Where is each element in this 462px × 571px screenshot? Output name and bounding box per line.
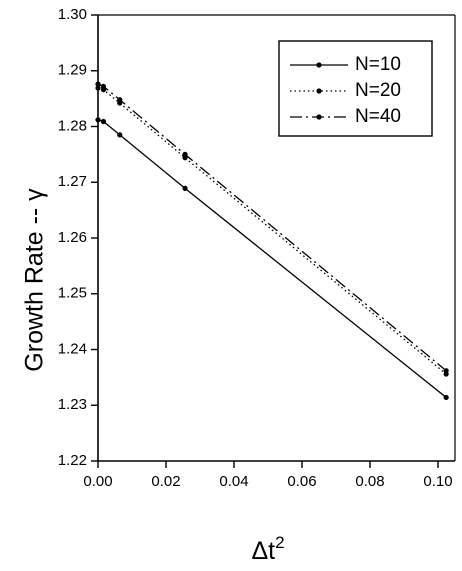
data-point-series-3: [182, 151, 188, 157]
data-point-series-3: [95, 81, 101, 87]
data-point-series-3: [117, 97, 123, 103]
y-tick-label: 1.30: [58, 6, 87, 23]
data-point-series-1: [182, 185, 188, 191]
data-point-series-3: [100, 83, 107, 89]
data-point-series-1: [117, 132, 123, 138]
plot-area: 1.22 1.23 1.24 1.25 1.26 1.27 1.28 1.29 1.30 0.00…: [58, 6, 456, 490]
x-tick-label: 0.08: [355, 473, 384, 490]
x-tick-label: 0.10: [423, 473, 452, 490]
legend-marker-1: [316, 62, 322, 68]
x-tick-label: 0.00: [83, 473, 112, 490]
data-point-series-1: [443, 394, 449, 401]
x-axis-title-superscript: 2: [275, 533, 284, 552]
x-tick-label: 0.04: [219, 473, 248, 490]
data-point-series-3: [443, 368, 449, 374]
y-tick-label: 1.26: [58, 229, 87, 246]
y-tick-label: 1.22: [58, 452, 87, 469]
data-point-series-2: [95, 85, 101, 91]
y-tick-label: 1.27: [58, 173, 87, 190]
x-tick-label: 0.06: [287, 473, 316, 490]
data-point-series-1: [95, 117, 101, 123]
legend-marker-2: [316, 88, 322, 94]
legend-label-1: N=10: [355, 54, 401, 75]
y-axis-title: Growth Rate -- γ: [21, 188, 49, 372]
y-axis-title-group: Growth Rate -- γ: [21, 188, 49, 372]
x-axis-title: Δt2: [251, 533, 284, 565]
y-tick-label: 1.28: [58, 117, 87, 134]
y-tick-label: 1.23: [58, 396, 87, 413]
legend-label-3: N=40: [355, 106, 401, 127]
x-tick-label: 0.02: [151, 473, 180, 490]
y-tick-label: 1.24: [58, 340, 87, 357]
y-tick-label: 1.25: [58, 285, 87, 302]
legend-marker-3: [316, 114, 322, 120]
legend-box: [278, 40, 433, 137]
y-tick-label: 1.29: [58, 62, 87, 79]
legend-label-2: N=20: [355, 80, 401, 101]
x-axis-title-base: Δt: [251, 537, 275, 565]
series-line-1: [97, 119, 447, 398]
data-point-series-1: [100, 118, 107, 125]
